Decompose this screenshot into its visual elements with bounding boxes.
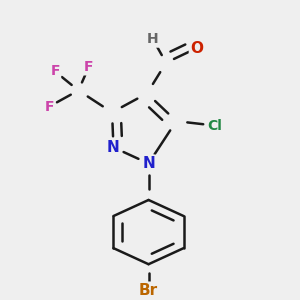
- Text: N: N: [107, 140, 120, 155]
- Text: F: F: [44, 100, 54, 113]
- Text: F: F: [50, 64, 60, 79]
- Text: H: H: [147, 32, 159, 46]
- Text: F: F: [84, 60, 93, 74]
- Text: Cl: Cl: [207, 118, 222, 133]
- Circle shape: [76, 88, 81, 93]
- Text: O: O: [190, 40, 203, 56]
- Text: N: N: [142, 156, 155, 171]
- Text: Br: Br: [139, 283, 158, 298]
